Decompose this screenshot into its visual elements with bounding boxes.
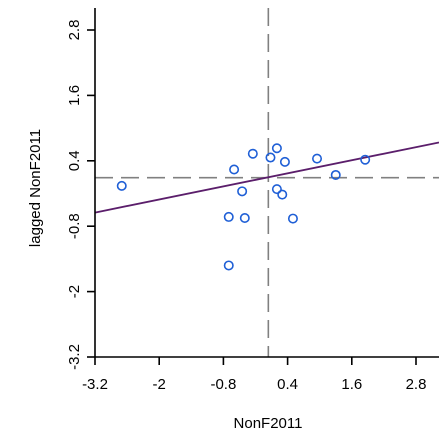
y-tick-label: -3.2 bbox=[66, 344, 83, 370]
regression-line-group bbox=[94, 141, 439, 214]
data-point-8 bbox=[265, 152, 276, 163]
y-tick-label: -2 bbox=[66, 285, 83, 298]
regression-line bbox=[94, 141, 439, 214]
data-point-4 bbox=[229, 164, 240, 175]
x-tick-label: 1.6 bbox=[341, 376, 362, 393]
data-point-6 bbox=[239, 213, 250, 224]
data-point-15 bbox=[330, 169, 341, 180]
y-tick-label: -0.8 bbox=[66, 213, 83, 239]
data-point-9 bbox=[271, 143, 282, 154]
data-point-7 bbox=[247, 148, 258, 159]
reference-lines bbox=[95, 8, 439, 357]
data-point-12 bbox=[279, 156, 290, 167]
x-tick-label: -3.2 bbox=[82, 376, 108, 393]
data-point-3 bbox=[223, 260, 234, 271]
y-tick-label: 1.6 bbox=[66, 85, 83, 106]
x-tick-label: -0.8 bbox=[210, 376, 236, 393]
x-axis-title: NonF2011 bbox=[234, 415, 303, 432]
data-point-2 bbox=[223, 211, 234, 222]
data-points bbox=[116, 143, 371, 271]
y-axis-title: lagged NonF2011 bbox=[27, 129, 44, 247]
data-point-16 bbox=[360, 154, 371, 165]
x-tick-label: -2 bbox=[153, 376, 166, 393]
axes: -3.2 -2 -0.8 0.4 1.6 2.8 -3.2 -2 -0.8 0.4 1.6 2.8 bbox=[66, 8, 439, 393]
data-point-5 bbox=[237, 186, 248, 197]
x-tick-label: 0.4 bbox=[277, 376, 298, 393]
data-point-1 bbox=[116, 180, 127, 191]
data-point-11 bbox=[277, 189, 288, 200]
data-point-14 bbox=[312, 153, 323, 164]
y-tick-label: 0.4 bbox=[66, 150, 83, 171]
y-tick-label: 2.8 bbox=[66, 20, 83, 41]
data-point-13 bbox=[287, 213, 298, 224]
data-point-10 bbox=[271, 184, 282, 195]
x-tick-label: 2.8 bbox=[406, 376, 427, 393]
